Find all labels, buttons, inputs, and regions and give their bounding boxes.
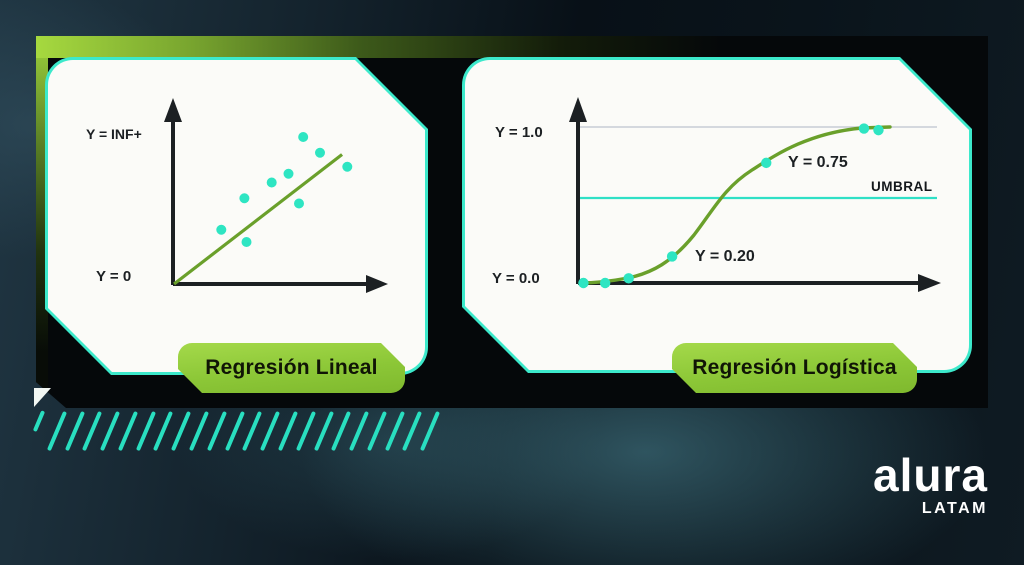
data-point [667, 251, 677, 261]
linear-regression-plot [48, 60, 425, 372]
y-bottom-label: Y = 0.0 [492, 270, 540, 287]
linear-regression-badge: Regresión Lineal [178, 343, 405, 393]
data-point [859, 123, 869, 133]
logo-brand-text: alura [873, 449, 988, 501]
data-point [873, 125, 883, 135]
data-point [298, 132, 308, 142]
logo-region-text: LATAM [921, 500, 988, 517]
data-point [342, 162, 352, 172]
y-top-label: Y = 1.0 [495, 124, 543, 141]
data-point [623, 273, 633, 283]
logistic-regression-badge: Regresión Logística [672, 343, 917, 393]
linear-regression-card-surface: Y = INF+ Y = 0 [48, 60, 425, 372]
logistic-regression-card-surface: Y = 1.0 Y = 0.0 Y = 0.75 Y = 0.20 UMBRAL [465, 60, 969, 370]
linear-regression-card: Y = INF+ Y = 0 [45, 57, 428, 375]
linear-regression-badge-label: Regresión Lineal [205, 356, 378, 379]
logistic-regression-badge-label: Regresión Logística [692, 356, 897, 379]
data-point [294, 199, 304, 209]
y-top-label: Y = INF+ [86, 126, 142, 142]
data-point [315, 148, 325, 158]
sigmoid-points [578, 123, 883, 288]
threshold-label: UMBRAL [871, 179, 933, 194]
data-point [216, 225, 226, 235]
p075-label: Y = 0.75 [788, 154, 848, 171]
x-axis-arrow-icon [366, 275, 388, 293]
data-point [284, 169, 294, 179]
diagonal-stripes-decoration [32, 408, 457, 454]
sigmoid-curve [580, 127, 890, 283]
y-axis-arrow-icon [164, 98, 182, 122]
y-axis-arrow-icon [569, 97, 587, 122]
data-point [761, 158, 771, 168]
data-point [242, 237, 252, 247]
p020-label: Y = 0.20 [695, 248, 755, 265]
y-bottom-label: Y = 0 [96, 268, 132, 285]
data-point [578, 278, 588, 288]
data-point [239, 193, 249, 203]
data-point [600, 278, 610, 288]
trend-line [174, 155, 342, 285]
alura-latam-logo: alura LATAM [873, 452, 988, 517]
x-axis-arrow-icon [918, 274, 941, 292]
scatter-points [216, 132, 352, 247]
logistic-regression-card: Y = 1.0 Y = 0.0 Y = 0.75 Y = 0.20 UMBRAL [462, 57, 972, 373]
logistic-regression-plot [465, 60, 969, 370]
data-point [267, 178, 277, 188]
